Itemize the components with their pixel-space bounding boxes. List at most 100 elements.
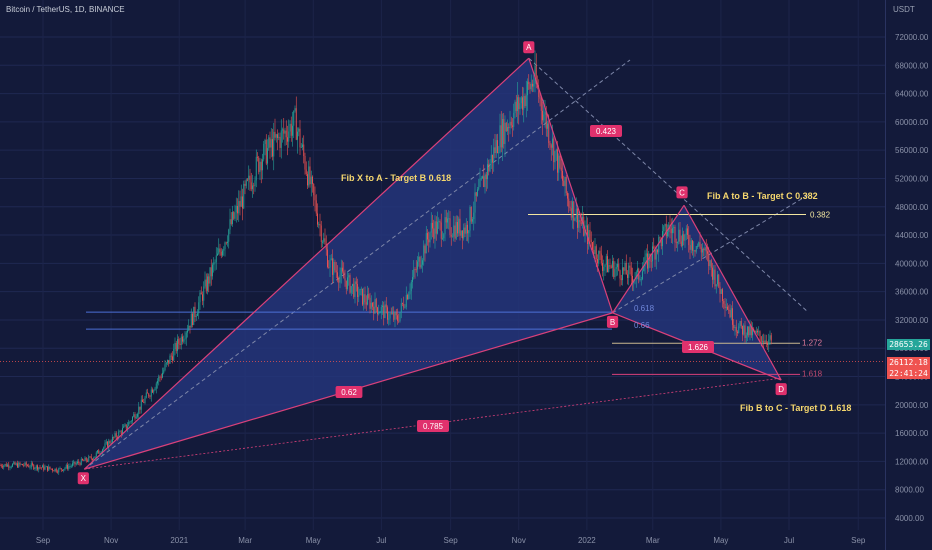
candle-body [510, 121, 512, 126]
candle-body [165, 362, 167, 365]
candle-body [268, 137, 270, 149]
candle-body [259, 161, 261, 172]
candle-body [97, 450, 98, 453]
candle-body [2, 466, 3, 468]
candle-body [617, 263, 618, 268]
level-0.382-label: 0.382 [810, 211, 831, 220]
candle-body [208, 276, 210, 284]
candle-body [19, 462, 21, 465]
candle-body [559, 155, 561, 168]
candle-body [523, 96, 525, 110]
candle-body [302, 144, 303, 147]
y-tick-label: 72000.00 [895, 33, 929, 42]
candle-body [388, 318, 390, 320]
candle-body [258, 157, 260, 172]
candle-body [374, 299, 376, 314]
candle-body [220, 251, 222, 256]
candle-body [709, 260, 711, 267]
candle-body [243, 183, 245, 209]
candle-body [364, 294, 366, 303]
candle-body [217, 253, 218, 256]
candle-body [745, 335, 747, 338]
candle-body [700, 247, 702, 253]
candle-body [567, 192, 568, 199]
candle-body [195, 315, 197, 318]
candle-body [707, 251, 708, 254]
candle-body [703, 248, 705, 251]
candle-body [573, 201, 575, 221]
candle-body [512, 125, 513, 127]
candle-body [300, 146, 302, 148]
candle-body [139, 406, 141, 410]
candle-body [575, 208, 577, 219]
candle-body [729, 310, 731, 318]
candle-body [609, 265, 611, 267]
candle-body [480, 178, 482, 180]
candle-body [242, 196, 243, 209]
candle-body [188, 325, 190, 331]
candle-body [155, 383, 157, 389]
candle-body [419, 256, 421, 268]
point-a-label: A [526, 43, 532, 52]
candle-body [448, 218, 450, 220]
candle-body [382, 305, 383, 307]
candle-body [378, 312, 380, 315]
candle-body [57, 471, 58, 473]
candle-body [550, 145, 552, 148]
candle-body [555, 149, 557, 152]
candle-body [333, 262, 335, 275]
candle-body [103, 447, 105, 450]
candle-body [410, 281, 412, 292]
candle-body [589, 230, 591, 240]
candle-body [539, 97, 541, 99]
candle-body [142, 399, 143, 403]
y-tick-label: 48000.00 [895, 203, 929, 212]
candle-body [14, 462, 16, 465]
candle-body [62, 469, 63, 471]
candle-body [718, 274, 720, 287]
candle-body [350, 286, 352, 293]
point-b-label: B [610, 318, 615, 327]
candle-body [672, 228, 673, 234]
candle-body [335, 270, 337, 273]
candle-body [352, 283, 353, 287]
candle-body [738, 326, 740, 334]
candle-body [122, 427, 123, 434]
candle-body [23, 465, 25, 467]
candle-body [118, 431, 120, 438]
candle-body [355, 281, 357, 285]
candle-body [89, 456, 91, 458]
candle-body [265, 139, 267, 164]
candle-body [619, 270, 621, 279]
candle-body [102, 449, 103, 453]
candle-body [563, 180, 565, 187]
candle-body [712, 267, 713, 280]
candle-body [723, 300, 725, 304]
pattern-leg-BC [612, 205, 685, 314]
candle-body [553, 138, 555, 163]
candle-body [199, 292, 201, 303]
candle-body [509, 121, 511, 129]
candle-body [465, 224, 467, 234]
candle-body [534, 65, 536, 84]
candle-body [622, 267, 623, 281]
candle-body [455, 222, 457, 239]
candle-body [748, 326, 750, 336]
candle-body [627, 274, 628, 278]
level-0.66-label: 0.66 [634, 321, 650, 330]
candle-body [204, 279, 206, 287]
candle-body [309, 166, 311, 185]
candle-body [463, 227, 465, 239]
candle-body [460, 230, 462, 236]
candle-body [743, 325, 745, 335]
candle-body [544, 111, 546, 115]
candle-body [742, 325, 743, 335]
candle-body [249, 175, 251, 183]
candle-body [422, 260, 423, 265]
candle-body [299, 128, 301, 148]
candle-body [417, 261, 418, 270]
candle-body [642, 271, 643, 280]
candle-body [60, 468, 62, 470]
candle-body [769, 335, 771, 340]
